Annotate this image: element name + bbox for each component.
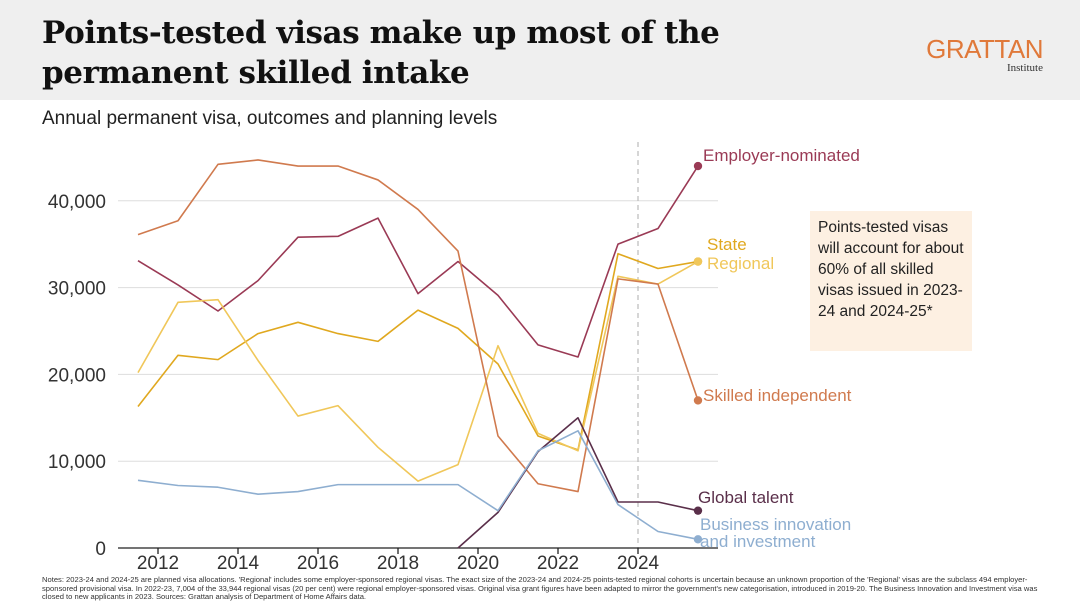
y-tick-label: 30,000 xyxy=(48,279,106,300)
series-line xyxy=(137,260,699,482)
series-label: Regional xyxy=(707,254,774,273)
x-tick-label: 2014 xyxy=(217,553,260,574)
series-line xyxy=(457,416,699,549)
series-lines xyxy=(137,159,699,549)
chart-subtitle: Annual permanent visa, outcomes and plan… xyxy=(42,108,498,129)
series-end-marker xyxy=(693,396,703,405)
series-end-marker xyxy=(693,535,703,544)
series-label: State xyxy=(707,235,747,254)
callout-box: Points-tested visas will account for abo… xyxy=(810,211,972,351)
series-end-marker xyxy=(693,257,703,266)
series-label: and investment xyxy=(700,532,816,551)
axes: 0 10,000 20,000 30,000 40,000 2012 2014 2016 201… xyxy=(48,192,718,574)
title-banner xyxy=(0,0,1080,100)
y-tick-label: 10,000 xyxy=(48,452,106,473)
grattan-logo: GRATTAN Institute xyxy=(908,36,1043,74)
x-tick-label: 2024 xyxy=(617,553,660,574)
series-line xyxy=(137,165,699,358)
chart-title: Points-tested visas make up most of the … xyxy=(42,15,720,91)
logo-brand: GRATTAN xyxy=(926,34,1043,64)
series-label: Global talent xyxy=(698,488,794,507)
x-tick-label: 2020 xyxy=(457,553,499,574)
y-tick-label: 40,000 xyxy=(48,192,106,213)
x-tick-label: 2022 xyxy=(537,553,579,574)
x-tick-label: 2018 xyxy=(377,553,419,574)
series-end-marker xyxy=(693,506,703,515)
series-label: Skilled independent xyxy=(703,386,852,405)
gridlines xyxy=(118,142,718,548)
series-label: Employer-nominated xyxy=(703,146,860,165)
chart-notes: Notes: 2023-24 and 2024-25 are planned v… xyxy=(42,575,1038,602)
series-label: Business innovation xyxy=(700,515,851,534)
series-line xyxy=(137,159,699,493)
series-line xyxy=(137,252,699,451)
y-tick-label: 0 xyxy=(95,539,106,560)
series-end-markers xyxy=(693,161,703,544)
y-tick-label: 20,000 xyxy=(48,365,106,386)
x-tick-label: 2016 xyxy=(297,553,339,574)
logo-sub: Institute xyxy=(1006,62,1043,74)
series-end-marker xyxy=(693,161,703,171)
x-tick-label: 2012 xyxy=(137,553,179,574)
series-line xyxy=(137,430,699,541)
